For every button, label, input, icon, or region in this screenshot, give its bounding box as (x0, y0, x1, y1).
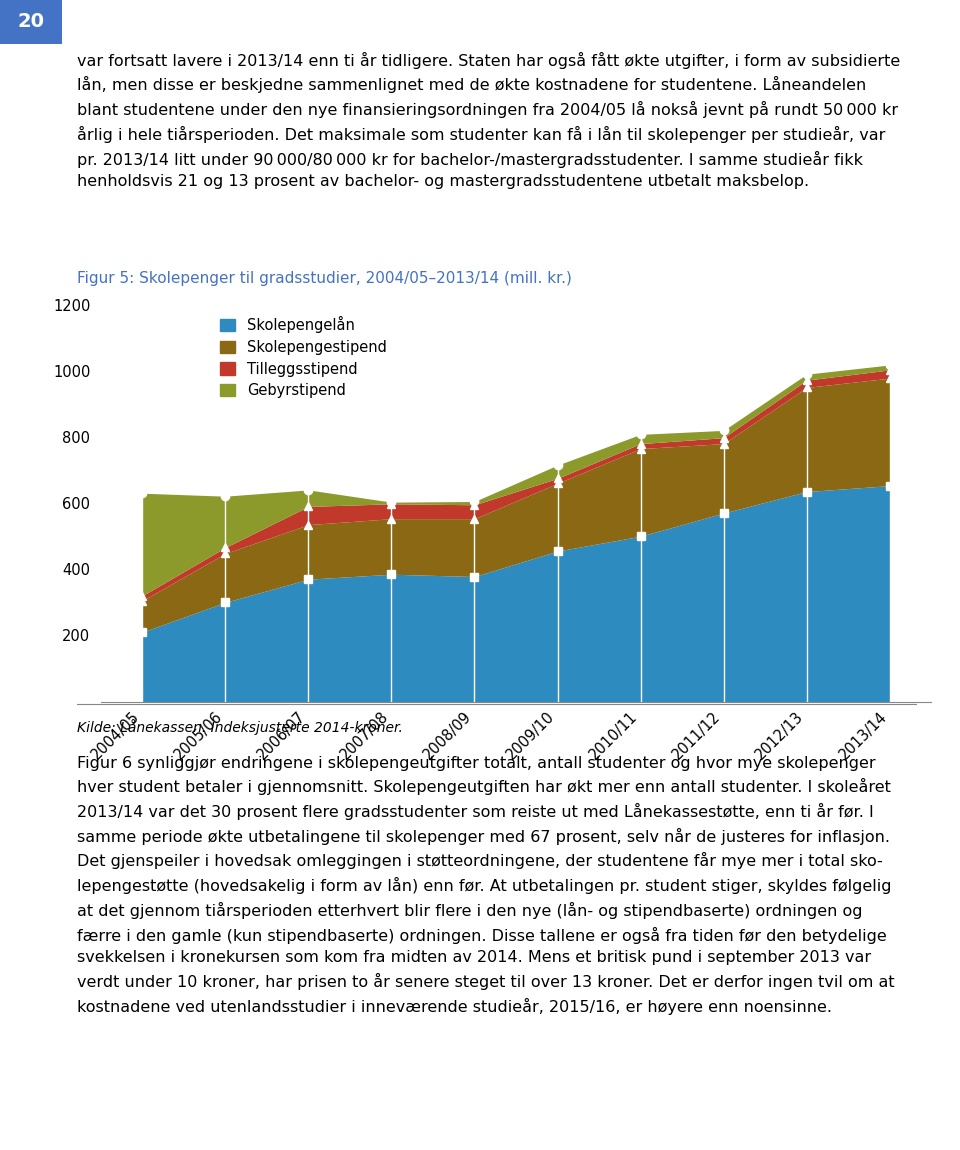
Text: var fortsatt lavere i 2013/14 enn ti år tidligere. Staten har også fått økte utg: var fortsatt lavere i 2013/14 enn ti år … (77, 52, 900, 190)
Text: 20: 20 (17, 13, 45, 31)
Text: Figur 6 synliggjør endringene i skolepengeutgifter totalt, antall studenter og h: Figur 6 synliggjør endringene i skolepen… (77, 756, 895, 1014)
Legend: Skolepengelån, Skolepengestipend, Tilleggsstipend, Gebyrstipend: Skolepengelån, Skolepengestipend, Tilleg… (216, 312, 391, 402)
Text: Figur 5: Skolepenger til gradsstudier, 2004/05–2013/14 (mill. kr.): Figur 5: Skolepenger til gradsstudier, 2… (77, 271, 571, 286)
Text: Kilde: Lånekassen. Indeksjusterte 2014-kroner.: Kilde: Lånekassen. Indeksjusterte 2014-k… (77, 719, 402, 735)
